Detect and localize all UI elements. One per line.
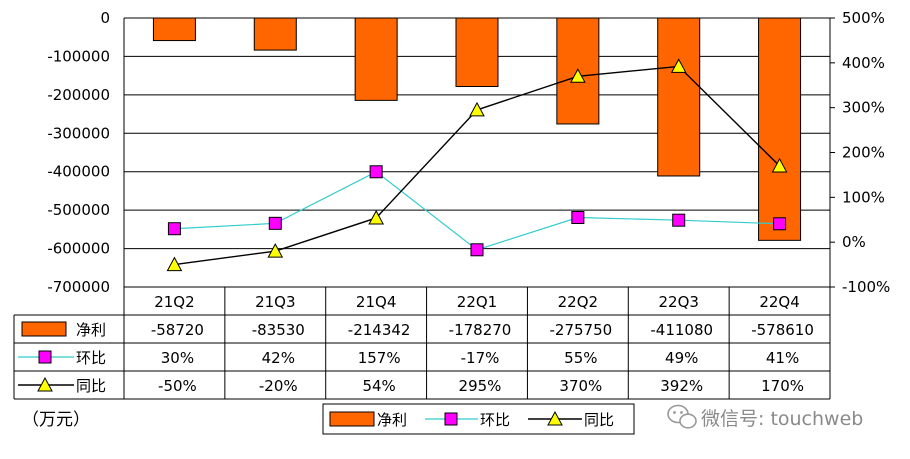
bar-21q4 — [354, 17, 398, 101]
gridlines — [124, 17, 830, 288]
legend-box — [322, 403, 635, 435]
left-axis-tick-label: 0 — [100, 9, 110, 27]
right-axis-tick-label: 200% — [842, 144, 885, 162]
axes: 0 -100000 -200000 -300000 -400000 -500000 -600… — [47, 9, 890, 296]
mom-point-22q2 — [571, 211, 585, 225]
mom-point-22q4 — [773, 217, 787, 231]
table-cell-net-profit-22q3: -411080 — [650, 321, 713, 339]
legend-label-yoy: 同比 — [584, 411, 614, 429]
legend-label-mom: 环比 — [480, 411, 510, 429]
bar-22q1 — [455, 17, 499, 88]
bar-22q3 — [657, 17, 701, 177]
mom-point-21q3 — [268, 216, 282, 230]
mom-point-21q2 — [167, 222, 181, 236]
left-axis-tick-label: -400000 — [47, 163, 110, 181]
category-label-22q3: 22Q3 — [658, 293, 698, 311]
left-axis-tick-label: -100000 — [47, 47, 110, 65]
yoy-point-21q2 — [166, 256, 183, 272]
left-axis-tick-label: -700000 — [47, 278, 110, 296]
table-cell-yoy-22q2: 370% — [559, 377, 602, 395]
table-cell-net-profit-21q2: -58720 — [151, 321, 204, 339]
left-axis-tick-label: -500000 — [47, 201, 110, 219]
mom-point-22q3 — [672, 213, 686, 227]
table-cell-yoy-21q3: -20% — [259, 377, 298, 395]
table-cell-yoy-21q4: 54% — [362, 377, 395, 395]
category-label-22q1: 22Q1 — [457, 293, 497, 311]
table-cell-mom-22q4: 41% — [766, 349, 799, 367]
table-cell-net-profit-21q3: -83530 — [252, 321, 305, 339]
table-key-mom-marker — [38, 350, 52, 364]
right-axis-tick-label: -100% — [842, 278, 890, 296]
yoy-point-22q2 — [570, 68, 586, 83]
yoy-point-22q3 — [670, 58, 687, 73]
table-cell-net-profit-22q1: -178270 — [449, 321, 512, 339]
right-axis-tick-label: 400% — [842, 54, 885, 72]
mom-point-22q1 — [470, 243, 484, 257]
table-series-name-mom: 环比 — [76, 349, 106, 367]
mom-point-21q4 — [369, 165, 383, 179]
table-cell-mom-22q3: 49% — [665, 349, 698, 367]
table-cell-yoy-22q1: 295% — [459, 377, 502, 395]
yoy-point-22q1 — [469, 101, 485, 117]
legend: 净利 环比 同比 — [322, 403, 635, 435]
left-axis-tick-label: -200000 — [47, 86, 110, 104]
right-axis-tick-label: 0% — [842, 233, 866, 251]
legend-label-net-profit: 净利 — [377, 411, 407, 429]
bar-series-net-profit — [152, 17, 802, 241]
legend-key-yoy-marker — [547, 410, 563, 426]
category-label-22q4: 22Q4 — [759, 293, 799, 311]
watermark-text: 微信号: touchweb — [701, 408, 863, 430]
right-axis-tick-label: 100% — [842, 188, 885, 206]
table-cell-mom-21q4: 157% — [358, 349, 401, 367]
table-cell-mom-22q2: 55% — [564, 349, 597, 367]
legend-key-net-profit — [329, 411, 375, 427]
category-label-21q2: 21Q2 — [154, 293, 194, 311]
left-axis-tick-label: -600000 — [47, 240, 110, 258]
table-cell-yoy-21q2: -50% — [158, 377, 197, 395]
table-key-bar — [21, 321, 67, 337]
table-cell-yoy-22q3: 392% — [660, 377, 703, 395]
watermark: 微信号: touchweb — [667, 404, 863, 430]
table-series-name-yoy: 同比 — [76, 377, 106, 395]
table-cell-mom-22q1: -17% — [461, 349, 500, 367]
table-cell-net-profit-21q4: -214342 — [348, 321, 411, 339]
left-axis-tick-label: -300000 — [47, 124, 110, 142]
category-label-21q4: 21Q4 — [356, 293, 396, 311]
bar-21q2 — [152, 17, 196, 42]
table-cell-mom-21q3: 42% — [262, 349, 295, 367]
category-label-21q3: 21Q3 — [255, 293, 295, 311]
table-cell-mom-21q2: 30% — [161, 349, 194, 367]
table-series-name-net-profit: 净利 — [76, 321, 106, 339]
bar-21q3 — [253, 17, 297, 51]
table-cell-yoy-22q4: 170% — [761, 377, 804, 395]
mom-line — [174, 171, 780, 251]
right-axis-tick-label: 300% — [842, 99, 885, 117]
bar-22q4 — [758, 17, 802, 241]
yoy-point-21q3 — [267, 243, 284, 258]
line-series — [166, 58, 788, 272]
right-axis-tick-label: 500% — [842, 9, 885, 27]
yoy-point-21q4 — [368, 209, 384, 225]
category-label-22q2: 22Q2 — [558, 293, 598, 311]
data-table: 21Q2 21Q3 21Q4 22Q1 22Q2 22Q3 22Q4 净利 -58720 -835… — [13, 286, 831, 400]
yoy-point-22q4 — [771, 157, 788, 173]
legend-key-mom-marker — [444, 412, 458, 426]
wechat-icon — [667, 404, 697, 429]
table-cell-net-profit-22q4: -578610 — [751, 321, 814, 339]
table-cell-net-profit-22q2: -275750 — [550, 321, 613, 339]
table-key-yoy-marker — [37, 376, 53, 392]
unit-label: （万元） — [22, 410, 90, 430]
